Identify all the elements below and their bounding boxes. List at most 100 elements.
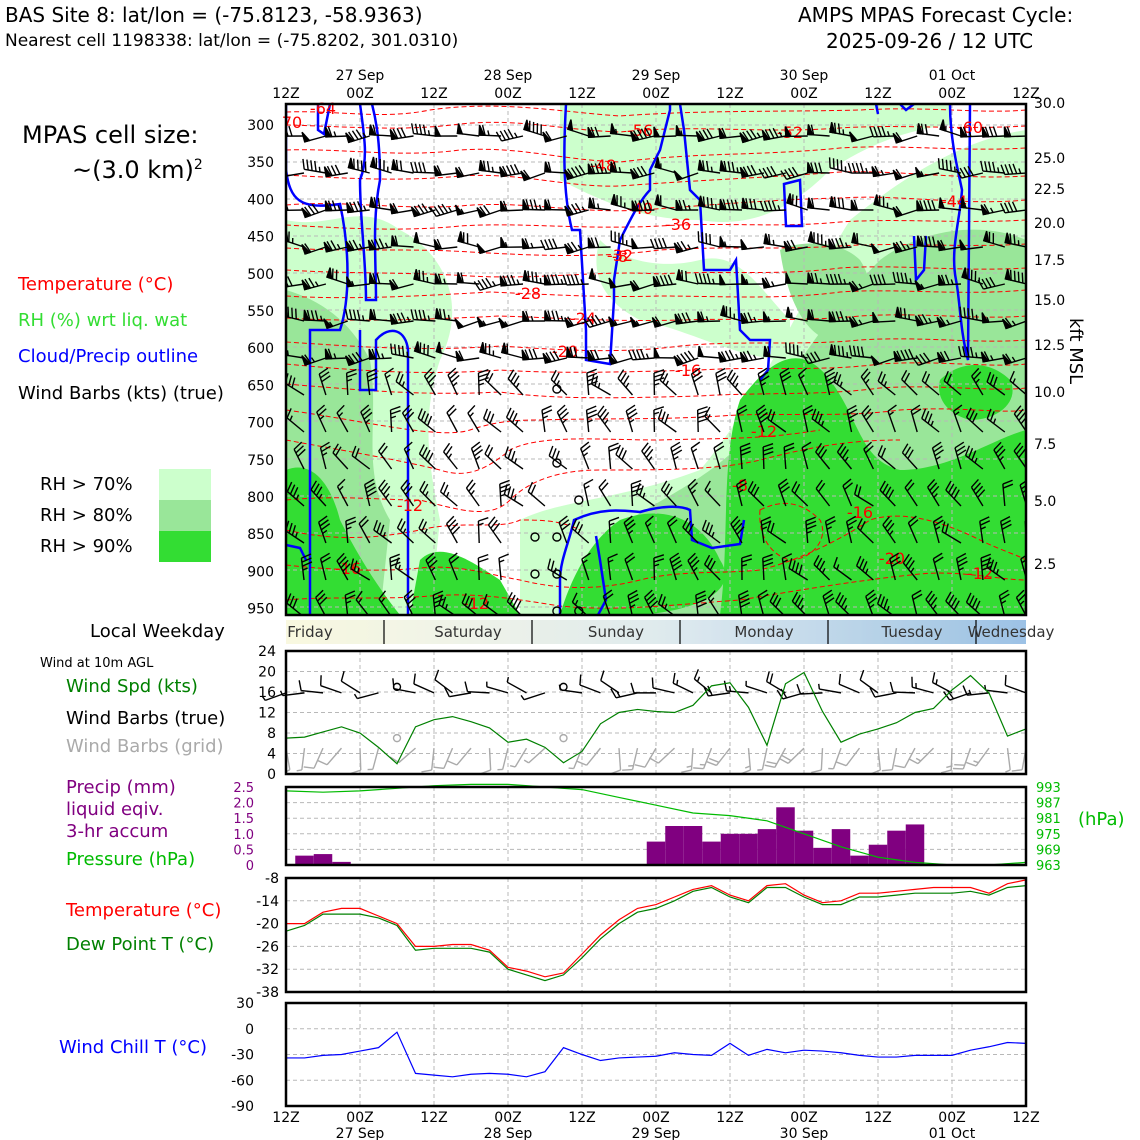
- wind-barb: [769, 592, 785, 615]
- wind-barb: [323, 164, 348, 178]
- pressure-tick: 350: [247, 155, 274, 171]
- wind-barb: [675, 124, 699, 137]
- wind-barb: [479, 342, 502, 359]
- wind-barb: [762, 443, 774, 470]
- wind-barb: [696, 406, 709, 433]
- wind-barb: [783, 442, 795, 470]
- wind-barb: [347, 157, 370, 174]
- wind-barb: [870, 243, 896, 255]
- temp-panel-frame: [284, 876, 1028, 994]
- weekday-band: [680, 620, 828, 644]
- wind-barb: [938, 197, 962, 211]
- wind-barb: [507, 369, 524, 396]
- weekday-name: Friday: [287, 623, 333, 641]
- wind10m-grid-barb: [881, 747, 898, 772]
- wind-barb: [585, 405, 598, 433]
- wind-barb: [476, 316, 502, 328]
- wind-barb: [627, 589, 640, 615]
- wind-barb: [389, 405, 401, 433]
- calm-marker: [552, 569, 562, 579]
- wind-barb: [410, 123, 436, 137]
- wind10m-grid-barb: [350, 748, 362, 775]
- wind-barb: [403, 589, 416, 615]
- pressure-tick: 800: [247, 490, 274, 506]
- wind-barb: [439, 481, 458, 507]
- wind-barb: [286, 408, 305, 433]
- wind-barb: [682, 517, 699, 544]
- wind-barb: [587, 126, 611, 138]
- wind-barb: [438, 594, 456, 615]
- wind-barb: [970, 478, 986, 507]
- wind-barb: [323, 240, 348, 253]
- weekday-name: Monday: [734, 623, 793, 641]
- precip-bar: [313, 854, 333, 865]
- precip-label-1: Precip (mm): [66, 777, 176, 798]
- bottom-hour-tick: 00Z: [642, 1110, 669, 1126]
- wind-barb: [687, 552, 700, 581]
- chill-ytick: 30: [236, 996, 254, 1012]
- pressure-tick: 900: [247, 564, 274, 580]
- wind-barb: [736, 404, 748, 433]
- wind-barb: [332, 443, 349, 470]
- wind10m-barb: [520, 692, 546, 701]
- wind-barb: [498, 317, 524, 329]
- wind-barbs-true-label: Wind Barbs (true): [66, 708, 226, 729]
- wind-barb: [1002, 353, 1026, 366]
- wind-barb: [653, 126, 677, 138]
- wind-barb: [617, 369, 634, 396]
- wind-barb: [863, 441, 875, 470]
- wind-barb: [701, 519, 721, 544]
- wind10m-barb: [444, 687, 472, 698]
- wind-barb: [413, 269, 436, 285]
- wind-barb: [608, 316, 633, 328]
- wind-barb: [802, 404, 814, 433]
- wind-barb: [916, 235, 940, 248]
- height-tick: 22.5: [1034, 182, 1065, 198]
- wind-barb: [902, 553, 918, 581]
- wind-barb: [396, 518, 414, 544]
- wind-barb: [763, 345, 786, 359]
- wind10m-barb: [610, 688, 638, 699]
- wind-barb: [690, 441, 701, 470]
- wind-barb: [499, 274, 524, 287]
- wind-barb: [602, 589, 614, 615]
- wind-barb: [783, 239, 808, 252]
- wind-barb: [861, 405, 874, 433]
- weekday-name: Saturday: [434, 623, 502, 641]
- legend-wind: Wind Barbs (kts) (true): [18, 383, 224, 404]
- wind-barb: [1013, 442, 1026, 470]
- wind10m-barb: [869, 687, 897, 698]
- wind-barb: [629, 279, 655, 292]
- wind-barb: [498, 163, 524, 178]
- wind-barb: [719, 236, 743, 248]
- wind10m-grid-barb: [622, 747, 639, 771]
- wind-barb: [836, 442, 853, 470]
- wind10m-grid-barb: [706, 747, 731, 767]
- wind10m-grid-barb: [303, 747, 324, 769]
- wind-barb: [737, 590, 751, 615]
- wind-barb: [954, 441, 967, 470]
- wind-barb: [457, 231, 480, 248]
- wind-barb: [959, 239, 983, 251]
- wind-barb: [587, 237, 611, 249]
- precip-bar: [794, 830, 814, 865]
- wind-barb: [286, 520, 305, 544]
- cell-size-exponent: 2: [193, 157, 203, 173]
- wind-barb: [965, 407, 984, 433]
- calm-marker: [559, 733, 568, 743]
- wind-barb: [740, 312, 764, 324]
- wind-barb: [807, 231, 830, 248]
- wind-barb: [697, 195, 721, 211]
- wind-barb: [916, 123, 940, 137]
- wind-barb: [579, 441, 591, 470]
- wind-barb: [400, 479, 415, 507]
- wind-barb: [703, 554, 721, 581]
- weekday-band: [286, 620, 384, 644]
- wind-barb: [739, 164, 765, 178]
- wind-barb: [473, 277, 502, 291]
- wind-barb: [641, 442, 655, 470]
- wind-barb: [587, 197, 611, 211]
- wind-barb: [999, 515, 1012, 544]
- wind-barb: [943, 370, 962, 396]
- wind-barb: [521, 348, 545, 361]
